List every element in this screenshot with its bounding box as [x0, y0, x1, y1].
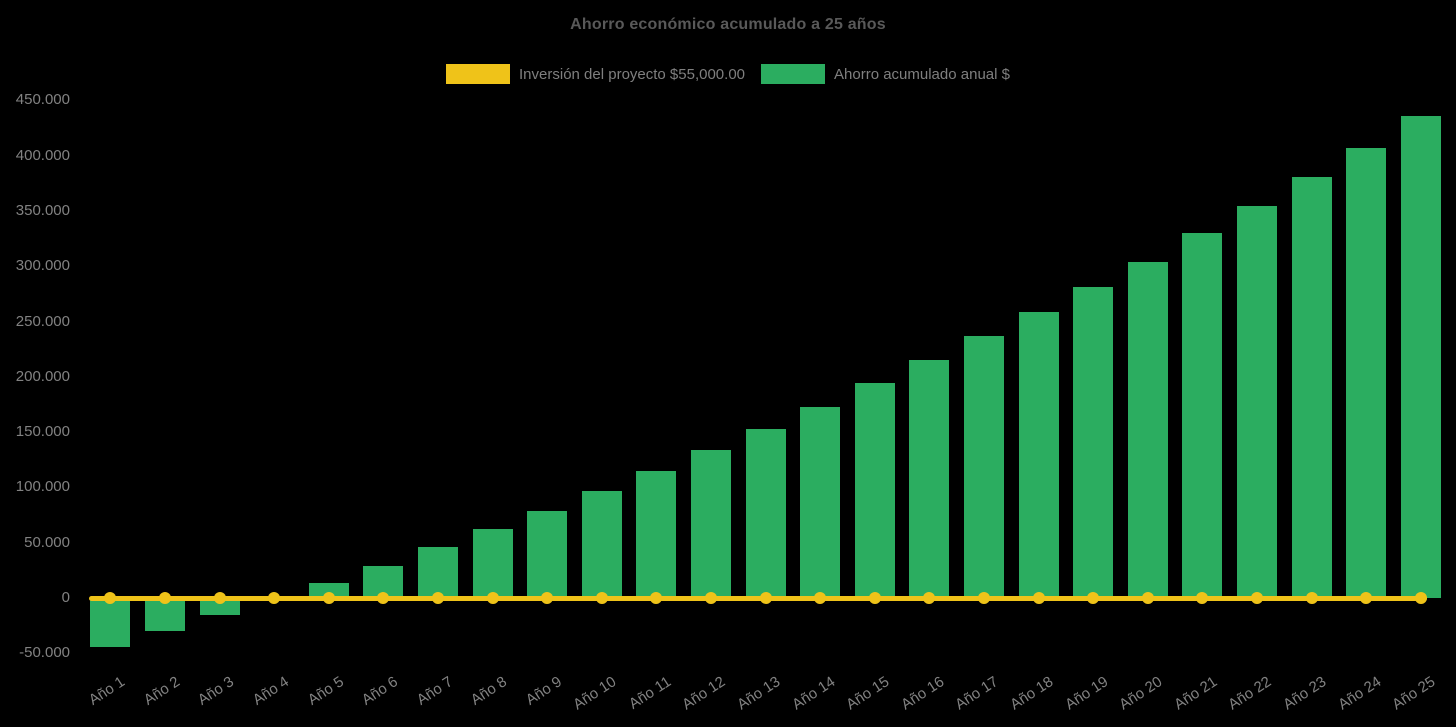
chart-title: Ahorro económico acumulado a 25 años: [570, 16, 886, 33]
legend-item-ahorro-acumulado-anual[interactable]: Ahorro acumulado anual $: [761, 64, 1010, 84]
x-axis-label-ano-16: Año 16: [897, 673, 948, 714]
investment-point-ano-24[interactable]: [1360, 592, 1373, 604]
investment-point-ano-21[interactable]: [1196, 592, 1209, 604]
investment-point-ano-25[interactable]: [1414, 592, 1427, 604]
investment-point-ano-13[interactable]: [759, 592, 772, 604]
legend-label: Ahorro acumulado anual $: [834, 65, 1010, 83]
x-axis-label-ano-11: Año 11: [625, 673, 675, 713]
y-axis-tick-label: 0: [61, 589, 70, 606]
investment-line[interactable]: [89, 595, 1427, 601]
x-axis-label-ano-21: Año 21: [1170, 673, 1221, 714]
x-axis-label-ano-23: Año 23: [1280, 673, 1330, 714]
bar-ano-24[interactable]: [1346, 147, 1387, 598]
bar-ano-19[interactable]: [1073, 287, 1114, 598]
investment-point-ano-8[interactable]: [486, 592, 499, 604]
bar-ano-23[interactable]: [1291, 176, 1332, 598]
bar-ano-9[interactable]: [527, 510, 568, 598]
y-axis-tick-label: 100.000: [15, 478, 70, 496]
y-axis-tick-label: 350.000: [15, 201, 70, 219]
investment-point-ano-12[interactable]: [704, 592, 717, 604]
investment-point-ano-17[interactable]: [977, 592, 990, 604]
investment-point-ano-19[interactable]: [1087, 592, 1100, 604]
y-axis-tick-label: 400.000: [15, 146, 70, 164]
bar-ano-10[interactable]: [581, 490, 622, 598]
y-axis-tick-label: 200.000: [15, 367, 70, 385]
investment-point-ano-15[interactable]: [868, 592, 881, 604]
investment-point-ano-20[interactable]: [1141, 592, 1154, 604]
bar-ano-15[interactable]: [854, 383, 895, 598]
bar-ano-12[interactable]: [690, 449, 731, 598]
x-axis-label-ano-1: Año 1: [85, 673, 129, 709]
investment-point-ano-2[interactable]: [158, 592, 171, 604]
legend-label: Inversión del proyecto $55,000.00: [519, 65, 746, 83]
investment-point-ano-11[interactable]: [650, 592, 663, 604]
x-axis-label-ano-4: Año 4: [249, 673, 292, 709]
investment-point-ano-1[interactable]: [104, 592, 117, 604]
bar-ano-22[interactable]: [1236, 206, 1277, 598]
bar-ano-20[interactable]: [1127, 261, 1168, 598]
x-axis-label-ano-25: Año 25: [1389, 673, 1439, 714]
bar-ano-3[interactable]: [199, 598, 240, 615]
investment-point-ano-23[interactable]: [1305, 592, 1318, 604]
investment-point-ano-14[interactable]: [814, 592, 827, 604]
x-axis-label-ano-19: Año 19: [1061, 673, 1111, 714]
x-axis-label-ano-18: Año 18: [1007, 673, 1057, 714]
bar-ano-7[interactable]: [417, 547, 458, 598]
y-axis-tick-label: 300.000: [15, 257, 70, 275]
x-axis-label-ano-14: Año 14: [788, 673, 838, 714]
x-axis-label-ano-15: Año 15: [843, 673, 893, 714]
bar-ano-16[interactable]: [909, 360, 950, 598]
legend-swatch: [446, 64, 511, 84]
x-axis-label-ano-12: Año 12: [679, 673, 729, 714]
x-axis-label-ano-5: Año 5: [304, 673, 347, 709]
x-axis-label-ano-24: Año 24: [1334, 673, 1384, 714]
bar-ano-1[interactable]: [90, 598, 131, 647]
bar-ano-5[interactable]: [308, 582, 349, 598]
bar-ano-11[interactable]: [636, 470, 677, 598]
y-axis-tick-label: 450.000: [15, 91, 70, 109]
bar-ano-8[interactable]: [472, 529, 513, 598]
x-axis-label-ano-9: Año 9: [522, 673, 565, 709]
investment-point-ano-22[interactable]: [1250, 592, 1263, 604]
x-axis-label-ano-20: Año 20: [1116, 673, 1166, 714]
x-axis-label-ano-17: Año 17: [952, 673, 1002, 714]
x-axis-label-ano-8: Año 8: [468, 673, 511, 709]
x-axis-label-ano-7: Año 7: [413, 673, 456, 709]
bar-ano-13[interactable]: [745, 428, 786, 598]
bar-ano-17[interactable]: [963, 335, 1004, 598]
y-axis-tick-label: 50.000: [24, 533, 70, 551]
investment-point-ano-18[interactable]: [1032, 592, 1045, 604]
chart-legend: Inversión del proyecto $55,000.00 Ahorro …: [0, 62, 1456, 86]
bar-ano-25[interactable]: [1400, 115, 1441, 598]
y-axis-tick-label: -50.000: [19, 644, 70, 662]
investment-point-ano-3[interactable]: [213, 592, 226, 604]
investment-point-ano-16[interactable]: [923, 592, 936, 604]
investment-point-ano-4[interactable]: [268, 592, 281, 604]
investment-point-ano-5[interactable]: [322, 592, 335, 604]
legend-item-inversion-del-proyecto[interactable]: Inversión del proyecto $55,000.00: [446, 64, 745, 84]
x-axis-label-ano-3: Año 3: [195, 673, 238, 709]
x-axis-label-ano-22: Año 22: [1225, 673, 1275, 714]
legend-swatch: [761, 64, 826, 84]
y-axis-tick-label: 150.000: [15, 423, 70, 441]
investment-point-ano-6[interactable]: [377, 592, 390, 604]
investment-point-ano-9[interactable]: [541, 592, 554, 604]
x-axis-label-ano-2: Año 2: [140, 673, 183, 709]
x-axis-label-ano-13: Año 13: [734, 673, 784, 714]
bar-ano-21[interactable]: [1182, 233, 1223, 598]
bar-ano-14[interactable]: [800, 406, 841, 598]
y-axis-tick-label: 250.000: [15, 312, 70, 330]
investment-point-ano-7[interactable]: [431, 592, 444, 604]
bar-ano-18[interactable]: [1018, 311, 1059, 598]
investment-point-ano-10[interactable]: [595, 592, 608, 604]
x-axis-label-ano-6: Año 6: [358, 673, 402, 709]
x-axis-label-ano-10: Año 10: [570, 673, 620, 714]
